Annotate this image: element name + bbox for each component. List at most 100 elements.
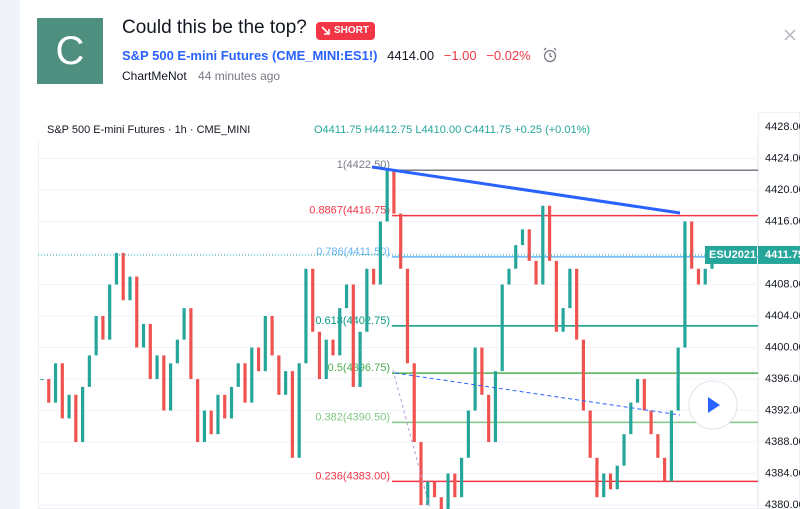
author[interactable]: ChartMeNot <box>122 69 187 83</box>
symbol-tag: ESU2021 <box>709 249 756 261</box>
candle <box>405 268 410 364</box>
candle <box>365 268 369 332</box>
candle <box>676 347 680 411</box>
candle <box>629 402 633 435</box>
candle <box>135 276 139 348</box>
candle <box>385 170 389 222</box>
candle <box>47 379 51 403</box>
candle <box>148 323 152 380</box>
candle <box>358 331 362 387</box>
y-tick-label: 4384.00 <box>765 467 800 479</box>
badge-text: SHORT <box>334 25 369 36</box>
fib-label: 0.236(4383.00) <box>315 470 390 482</box>
candle <box>507 268 511 285</box>
y-tick-label: 4396.00 <box>765 373 800 385</box>
candle <box>392 170 396 214</box>
candle <box>493 371 498 443</box>
y-tick-label: 4420.00 <box>765 184 800 196</box>
candle <box>101 316 105 340</box>
side-strip <box>0 0 20 509</box>
candle <box>344 284 349 309</box>
legend-ohlc: O4411.75 H4412.75 L4410.00 C4411.75 +0.2… <box>314 124 590 136</box>
alert-icon[interactable] <box>542 47 560 63</box>
candle <box>229 386 234 419</box>
candle <box>236 363 240 387</box>
candle <box>324 339 328 380</box>
candle <box>182 308 186 340</box>
candle <box>202 410 207 443</box>
fib-label: 0.8867(4416.75) <box>309 204 390 216</box>
idea-title[interactable]: Could this be the top? <box>122 17 307 38</box>
change-pct: −0.02% <box>486 48 531 63</box>
candle <box>114 252 119 285</box>
candle <box>196 379 200 443</box>
avatar[interactable]: C <box>37 18 103 84</box>
candle <box>74 394 78 443</box>
candle <box>568 268 572 309</box>
candle <box>520 229 525 246</box>
candle <box>216 394 220 435</box>
candle <box>683 221 687 348</box>
close-button[interactable] <box>783 28 797 42</box>
symbol-tag-bg <box>705 245 757 264</box>
candle <box>696 268 701 285</box>
candle <box>561 308 565 332</box>
y-tick-label: 4404.00 <box>765 310 800 322</box>
fib-label: 0.382(4390.50) <box>315 411 390 423</box>
candle <box>67 394 71 419</box>
candle <box>446 473 450 509</box>
candle <box>642 379 646 411</box>
candle <box>527 229 531 261</box>
candle <box>399 213 403 269</box>
candle <box>378 221 382 285</box>
candle <box>351 284 355 387</box>
candle <box>703 268 707 285</box>
candle <box>87 355 91 387</box>
candle <box>155 355 159 380</box>
y-tick-label: 4408.00 <box>765 278 800 290</box>
candle <box>615 465 619 490</box>
time: 44 minutes ago <box>198 69 281 83</box>
candle <box>453 473 457 498</box>
candle <box>284 371 288 395</box>
short-badge: SHORT <box>316 22 375 40</box>
candle <box>426 481 430 506</box>
candle <box>317 331 322 380</box>
symbol-link[interactable]: S&P 500 E-mini Futures (CME_MINI:ES1!) <box>122 48 378 63</box>
candle <box>128 276 132 301</box>
candle <box>175 339 179 364</box>
candle <box>209 410 213 435</box>
candle <box>608 473 613 490</box>
candle <box>500 284 504 372</box>
candle <box>290 371 295 458</box>
change: −1.00 <box>443 48 477 63</box>
candle <box>304 268 308 364</box>
candle <box>649 410 653 435</box>
candle <box>432 481 437 498</box>
candle <box>595 457 599 498</box>
legend-title: S&P 500 E-mini Futures · 1h · CME_MINI <box>47 124 250 136</box>
candle <box>602 473 606 498</box>
candle <box>53 363 58 403</box>
arrow-icon <box>321 26 330 35</box>
candle <box>40 379 44 381</box>
y-tick-label: 4424.00 <box>765 152 800 164</box>
y-tick-label: 4392.00 <box>765 404 800 416</box>
candle <box>669 410 673 482</box>
candle <box>270 316 274 356</box>
candle <box>554 260 558 332</box>
candle <box>575 268 579 340</box>
legend-bg <box>38 112 758 140</box>
candle <box>297 363 301 458</box>
price-tag: 4411.75 <box>765 249 800 261</box>
candle <box>473 347 477 411</box>
candle <box>162 355 166 411</box>
y-tick-label: 4388.00 <box>765 436 800 448</box>
candle <box>168 363 173 411</box>
candle <box>108 284 112 340</box>
candle <box>635 379 640 403</box>
candle <box>439 497 443 509</box>
candle <box>338 308 342 356</box>
candle <box>547 205 552 261</box>
